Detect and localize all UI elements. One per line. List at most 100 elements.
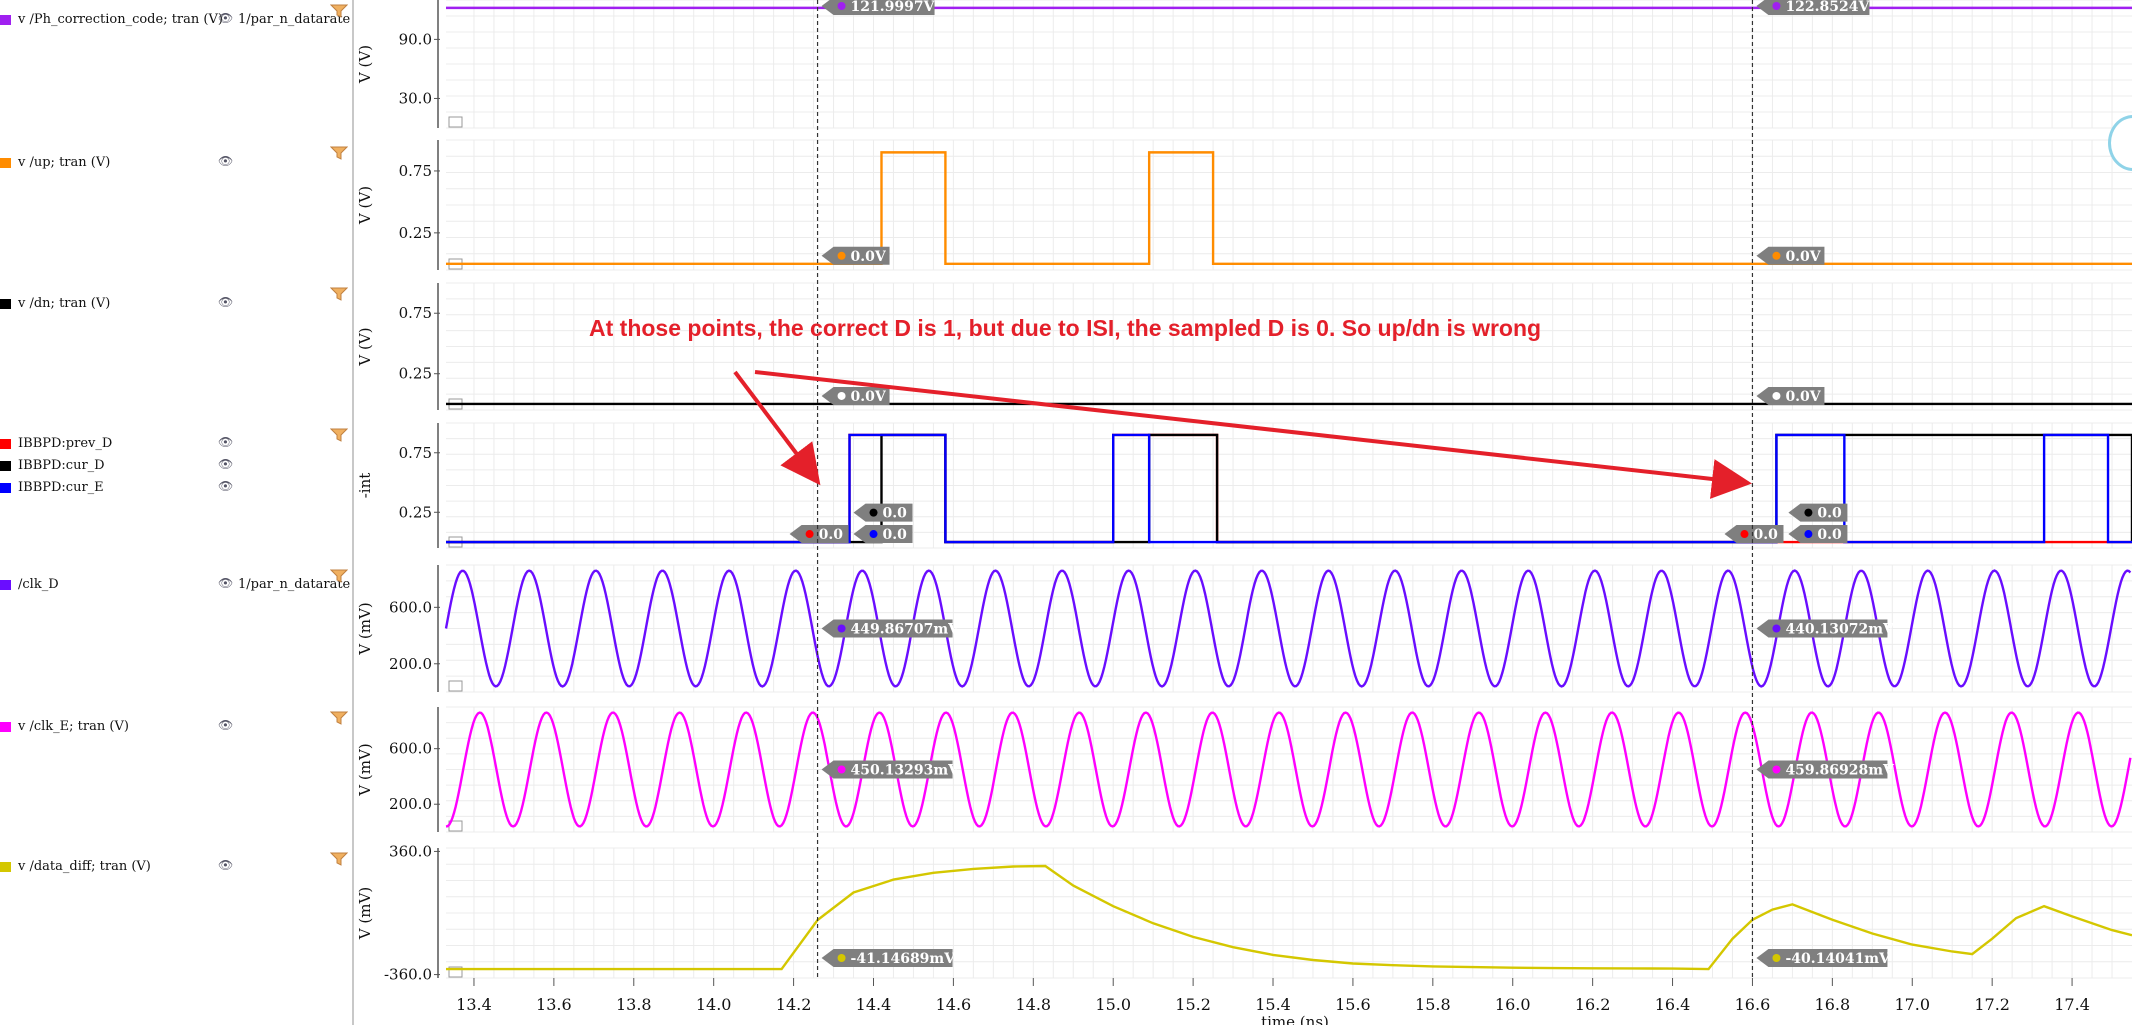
x-tick-label: 14.6 — [936, 995, 972, 1014]
cursor-marker: 449.86707mV — [821, 619, 960, 638]
y-tick-label: -360.0 — [384, 966, 432, 984]
marker-tag — [821, 246, 890, 265]
legend-swatch — [0, 461, 11, 471]
marker-value-label: 0.0 — [883, 527, 908, 543]
annotation-arrow-1 — [733, 370, 821, 486]
marker-dot — [1804, 530, 1813, 539]
visibility-eye-icon[interactable]: 👁 — [218, 576, 234, 590]
visibility-eye-icon[interactable]: 👁 — [218, 457, 234, 471]
y-tick-label: 0.25 — [399, 365, 432, 383]
y-axis-label: V (mV) — [356, 743, 374, 796]
marker-dot — [1740, 530, 1749, 539]
cursor-marker: 459.86928mV — [1756, 760, 1895, 779]
filter-funnel-icon[interactable] — [329, 427, 349, 442]
filter-funnel-icon[interactable] — [329, 568, 349, 583]
waveform-panel: 90.0 30.0 V (V) 121.9997V 122.8524V — [356, 0, 2132, 129]
series-line — [446, 433, 2132, 544]
y-axis-label: V (V) — [356, 45, 374, 84]
x-tick-label: 14.8 — [1015, 995, 1051, 1014]
x-tick-label: 15.0 — [1095, 995, 1131, 1014]
y-tick-label: 90.0 — [399, 30, 432, 48]
legend-label: v /clk_E; tran (V) — [18, 719, 129, 734]
marker-dot — [1804, 508, 1813, 517]
cursor-marker: 0.0 — [789, 525, 849, 544]
visibility-eye-icon[interactable]: 👁 — [218, 295, 234, 309]
filter-funnel-icon[interactable] — [329, 145, 349, 160]
marker-tag — [1756, 246, 1825, 265]
marker-value-label: 0.0V — [851, 389, 887, 405]
cursor-marker: 0.0 — [853, 503, 913, 522]
legend-swatch — [0, 439, 11, 449]
cursor-marker: 121.9997V — [821, 0, 936, 15]
visibility-eye-icon[interactable]: 👁 — [218, 154, 234, 168]
marker-tag — [1756, 386, 1825, 405]
series-line — [444, 569, 2132, 688]
legend-swatch — [0, 580, 11, 590]
cursor-marker: -41.14689mV — [821, 949, 957, 967]
marker-value-label: 0.0 — [819, 527, 844, 543]
visibility-eye-icon[interactable]: 👁 — [218, 858, 234, 872]
cursor-marker: 0.0V — [1756, 246, 1825, 265]
visibility-eye-icon[interactable]: 👁 — [218, 435, 234, 449]
marker-dot — [1772, 2, 1781, 10]
marker-tag — [853, 525, 913, 544]
marker-tag — [821, 760, 953, 779]
y-axis-label: V (V) — [356, 186, 374, 225]
marker-value-label: 0.0 — [1753, 527, 1778, 543]
waveform-panel: 600.0 200.0 V (mV) 450.13293mV 459.86928mV — [356, 706, 2132, 833]
x-tick-label: 14.2 — [776, 995, 812, 1014]
marker-tag — [1756, 619, 1888, 638]
legend-swatch — [0, 862, 11, 872]
x-tick-label: 13.8 — [616, 995, 652, 1014]
filter-funnel-icon[interactable] — [329, 286, 349, 301]
x-tick-label: 16.8 — [1815, 995, 1851, 1014]
x-tick-label: 16.4 — [1655, 995, 1691, 1014]
x-tick-label: 14.0 — [696, 995, 732, 1014]
visibility-eye-icon[interactable]: 👁 — [218, 11, 234, 25]
marker-value-label: -40.14041mV — [1785, 951, 1891, 967]
cursor-marker: 0.0V — [821, 386, 890, 405]
y-axis-label: V (V) — [356, 327, 374, 366]
legend-label: IBBPD:cur_D — [18, 458, 105, 473]
x-tick-label: 13.6 — [536, 995, 572, 1014]
y-tick-label: 0.75 — [399, 162, 432, 180]
visibility-eye-icon[interactable]: 👁 — [218, 479, 234, 493]
series-line — [446, 433, 2132, 544]
x-tick-label: 15.2 — [1175, 995, 1211, 1014]
x-tick-label: 17.0 — [1894, 995, 1930, 1014]
marker-dot — [837, 391, 846, 400]
y-axis-label: V (mV) — [356, 887, 374, 940]
filter-funnel-icon[interactable] — [329, 710, 349, 725]
x-tick-label: 13.4 — [456, 995, 492, 1014]
x-tick-label: 17.2 — [1974, 995, 2010, 1014]
filter-funnel-icon[interactable] — [329, 3, 349, 18]
visibility-eye-icon[interactable]: 👁 — [218, 718, 234, 732]
x-tick-label: 16.6 — [1735, 995, 1771, 1014]
filter-funnel-icon[interactable] — [329, 851, 349, 866]
cursor-marker: 0.0V — [821, 246, 890, 265]
marker-tag — [853, 503, 913, 522]
marker-value-label: 0.0V — [1785, 249, 1821, 265]
cursor-marker: 0.0 — [1788, 525, 1848, 544]
x-tick-label: 15.6 — [1335, 995, 1371, 1014]
series-line — [445, 711, 2132, 828]
marker-dot — [1772, 251, 1781, 260]
y-tick-label: 600.0 — [389, 740, 432, 758]
marker-value-label: 121.9997V — [851, 0, 936, 15]
expand-panel-icon — [448, 116, 463, 128]
x-tick-label: 14.4 — [856, 995, 892, 1014]
marker-value-label: -41.14689mV — [851, 951, 957, 967]
x-tick-label: 16.2 — [1575, 995, 1611, 1014]
y-tick-label: 200.0 — [389, 795, 432, 813]
marker-value-label: 0.0 — [883, 506, 908, 522]
legend-label: v /up; tran (V) — [18, 155, 111, 170]
waveform-panel: 0.75 0.25 V (V) 0.0V 0.0V — [356, 139, 2132, 271]
y-tick-label: 0.25 — [399, 503, 432, 521]
marker-tag — [1788, 525, 1848, 544]
cursor-marker: -40.14041mV — [1756, 949, 1891, 967]
x-axis-label: time (ns) — [1261, 1013, 1329, 1025]
y-axis-label: -int — [356, 473, 374, 499]
marker-tag — [789, 525, 849, 544]
legend-label: v /dn; tran (V) — [18, 296, 111, 311]
legend-label: IBBPD:cur_E — [18, 480, 104, 495]
